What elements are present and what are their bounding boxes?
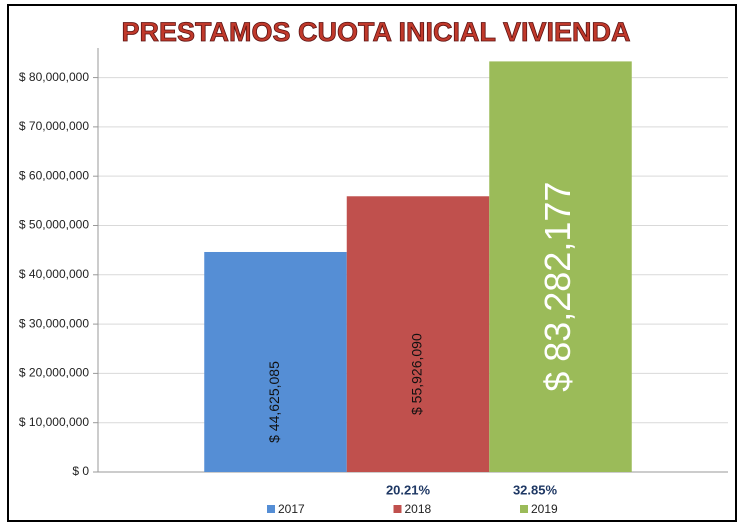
legend-swatch	[393, 505, 402, 513]
annotation: 32.85%	[513, 482, 558, 497]
y-tick-label: $ 20,000,000	[19, 366, 89, 380]
y-tick-label: $ 30,000,000	[19, 316, 89, 330]
chart-title: PRESTAMOS CUOTA INICIAL VIVIENDA	[121, 17, 630, 47]
legend-label: 2019	[531, 502, 558, 516]
y-tick-label: $ 50,000,000	[19, 218, 89, 232]
legend-label: 2018	[405, 502, 432, 516]
y-tick-label: $ 60,000,000	[19, 168, 89, 182]
annotation: 20.21%	[386, 482, 431, 497]
bar	[489, 61, 632, 472]
y-tick-label: $ 40,000,000	[19, 267, 89, 281]
data-label: $ 55,926,090	[409, 333, 425, 415]
legend-label: 2017	[278, 502, 305, 516]
y-tick-label: $ 80,000,000	[19, 70, 89, 84]
y-tick-label: $ 70,000,000	[19, 119, 89, 133]
legend-swatch	[267, 505, 275, 513]
legend-swatch	[520, 505, 528, 513]
data-label: $ 44,625,085	[266, 361, 282, 443]
y-tick-label: $ 0	[72, 464, 89, 478]
data-label: $ 83,282,177	[537, 182, 578, 392]
y-tick-label: $ 10,000,000	[19, 415, 89, 429]
bar	[204, 251, 347, 472]
bar	[346, 196, 490, 473]
